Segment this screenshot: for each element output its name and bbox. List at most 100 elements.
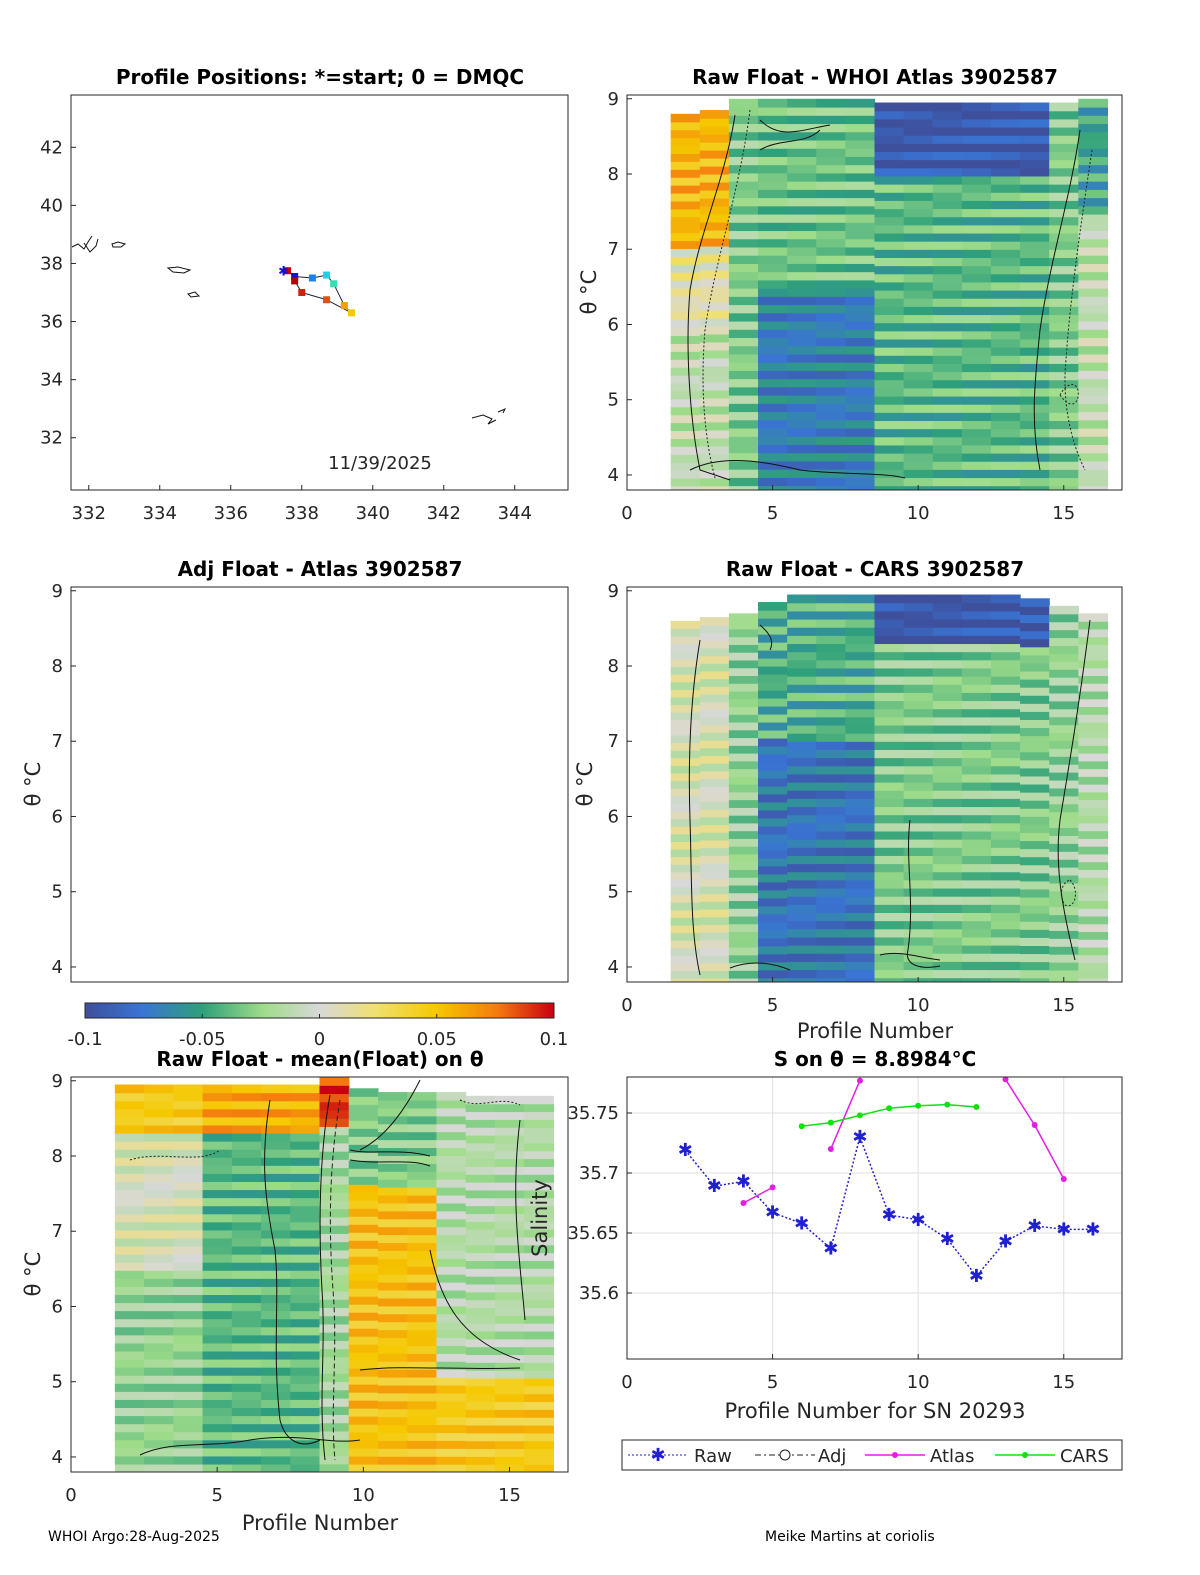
heatmap-cell <box>261 1213 291 1223</box>
heatmap-cell <box>990 806 1021 816</box>
heatmap-cell <box>231 1399 262 1409</box>
heatmap-cell <box>319 1183 350 1193</box>
heatmap-cell <box>231 1294 262 1304</box>
heatmap-cell <box>758 139 788 149</box>
heatmap-cell <box>144 1278 174 1287</box>
heatmap-cell <box>961 232 992 242</box>
heatmap-cell <box>494 1307 525 1316</box>
heatmap-cell <box>1078 337 1109 347</box>
heatmap-cell <box>816 790 846 799</box>
heatmap-cell <box>990 618 1021 628</box>
heatmap-cell <box>787 651 817 661</box>
x-tick-label: 5 <box>767 995 778 1016</box>
heatmap-cell <box>961 936 992 946</box>
heatmap-cell <box>348 1088 379 1097</box>
heatmap-cell <box>1049 322 1079 332</box>
heatmap-cell <box>728 760 759 770</box>
heatmap-cell <box>845 773 876 783</box>
heatmap-cell <box>903 151 934 161</box>
heatmap-cell <box>494 1276 525 1285</box>
heatmap-cell <box>1078 139 1109 149</box>
heatmap-cell <box>874 200 905 210</box>
heatmap-cell <box>173 1407 204 1417</box>
heatmap-cell <box>436 1194 467 1204</box>
heatmap-cell <box>319 1093 350 1103</box>
heatmap-cell <box>202 1141 233 1150</box>
raw-point: ✱ <box>911 1210 926 1231</box>
heatmap-cell <box>787 115 817 125</box>
y-tick-label: 35.7 <box>579 1163 619 1184</box>
heatmap-cell <box>494 1095 525 1105</box>
x-tick-label: 10 <box>907 1372 930 1393</box>
heatmap-cell <box>758 833 788 843</box>
heatmap-cell <box>845 708 876 718</box>
heatmap-cell <box>407 1345 438 1354</box>
heatmap-cell <box>231 1213 262 1223</box>
heatmap-cell <box>436 1289 467 1299</box>
heatmap-cell <box>524 1377 554 1387</box>
raw-atlas-xticks: 0 5 10 15 <box>621 485 1075 524</box>
heatmap-cell <box>758 213 788 223</box>
heatmap-cell <box>787 485 817 490</box>
heatmap-cell <box>1049 379 1079 389</box>
heatmap-cell <box>436 1107 467 1117</box>
heatmap-cell <box>845 337 876 347</box>
x-tick-label: 0 <box>621 1372 632 1393</box>
heatmap-cell <box>932 684 963 693</box>
heatmap-cell <box>1078 954 1109 964</box>
heatmap-cell <box>845 115 876 125</box>
heatmap-cell <box>816 296 846 306</box>
heatmap-cell <box>173 1189 204 1199</box>
heatmap-cell <box>173 1415 204 1425</box>
heatmap-cell <box>787 830 817 840</box>
heatmap-cell <box>670 772 701 782</box>
heatmap-cell <box>524 1464 554 1472</box>
heatmap-cell <box>144 1181 174 1191</box>
heatmap-cell <box>173 1132 204 1142</box>
heatmap-cell <box>932 928 963 938</box>
heatmap-cell <box>990 765 1021 775</box>
heatmap-cell <box>728 683 759 692</box>
heatmap-cell <box>932 102 963 112</box>
heatmap-cell <box>728 139 759 149</box>
heatmap-cell <box>903 110 934 120</box>
heatmap-cell <box>290 1124 321 1134</box>
heatmap-cell <box>1020 792 1050 801</box>
heatmap-cell <box>728 246 759 256</box>
heatmap-cell <box>728 148 759 157</box>
heatmap-cell <box>845 961 876 971</box>
heatmap-cell <box>524 1291 554 1301</box>
heatmap-cell <box>728 419 759 429</box>
heatmap-cell <box>816 477 846 487</box>
heatmap-cell <box>787 395 817 404</box>
heatmap-cell <box>932 855 963 865</box>
heatmap-cell <box>845 757 876 767</box>
heatmap-cell <box>728 721 759 731</box>
heatmap-cell <box>990 436 1021 446</box>
heatmap-cell <box>173 1439 204 1449</box>
heatmap-cell <box>932 961 963 971</box>
heatmap-cell <box>787 378 817 388</box>
heatmap-cell <box>845 904 876 914</box>
heatmap-cell <box>1049 175 1079 185</box>
heatmap-cell <box>932 904 963 914</box>
heatmap-cell <box>816 238 846 248</box>
heatmap-cell <box>202 1350 233 1360</box>
heatmap-cell <box>524 1213 554 1222</box>
heatmap-cell <box>319 1175 350 1185</box>
heatmap-cell <box>787 238 817 248</box>
heatmap-cell <box>377 1250 408 1259</box>
heatmap-cell <box>465 1095 496 1105</box>
heatmap-cell <box>1078 288 1109 297</box>
heatmap-cell <box>1049 851 1079 860</box>
heatmap-cell <box>728 931 759 940</box>
heatmap-cell <box>348 1168 379 1177</box>
heatmap-cell <box>787 871 817 881</box>
heatmap-cell <box>290 1189 321 1199</box>
heatmap-cell <box>787 477 817 487</box>
heatmap-cell <box>874 167 905 177</box>
x-tick-label: 0 <box>621 995 632 1016</box>
heatmap-cell <box>1078 370 1109 380</box>
heatmap-cell <box>728 172 759 182</box>
heatmap-cell <box>758 460 788 470</box>
